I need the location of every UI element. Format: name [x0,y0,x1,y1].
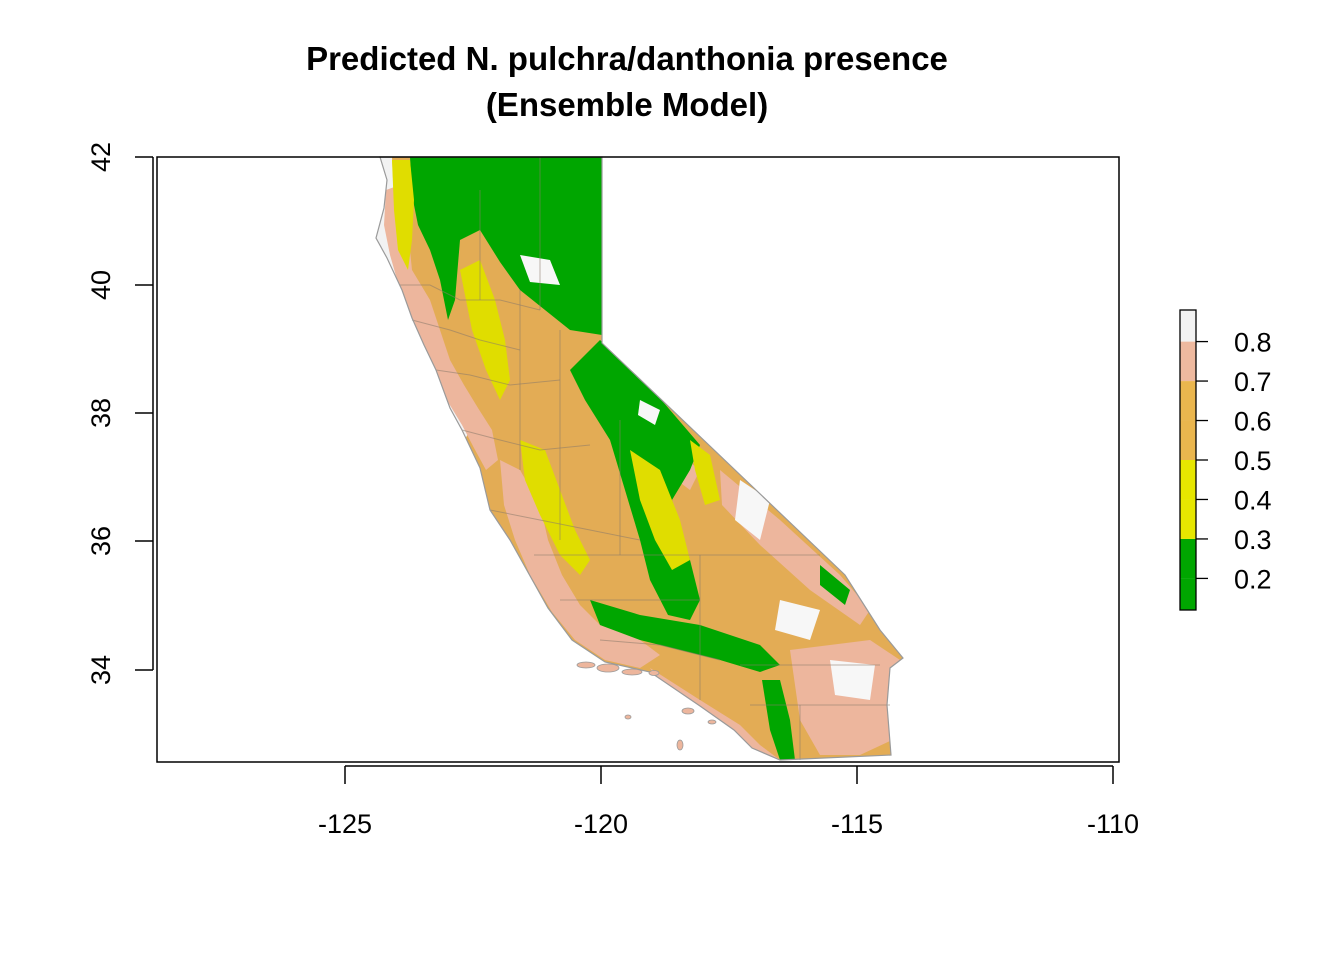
x-tick-label: -120 [574,809,628,839]
plot-frame [156,156,1120,763]
x-tick-label: -125 [318,809,372,839]
legend: 0.8 0.7 0.6 0.5 0.4 0.3 0.2 [1179,309,1272,611]
y-tick-label: 38 [86,398,116,428]
green-north [410,157,602,335]
legend-ticks: 0.8 0.7 0.6 0.5 0.4 0.3 0.2 [1196,328,1272,594]
map-title-line-1: Predicted N. pulchra/danthonia presence [306,40,948,77]
legend-tick-label: 0.7 [1234,367,1272,397]
legend-swatch [1180,341,1196,382]
state-outline [375,156,904,761]
legend-swatch [1180,381,1196,421]
white-desert-patch-3 [830,660,875,700]
y-tick-label: 42 [86,142,116,172]
legend-swatch [1180,460,1196,500]
legend-tick-label: 0.8 [1234,328,1272,358]
pink-south-coast [650,668,780,760]
legend-tick-label: 0.5 [1234,446,1272,476]
yellow-owens [690,440,720,505]
x-tick-label: -110 [1087,809,1139,839]
legend-swatch [1180,538,1196,579]
y-tick-label: 36 [86,526,116,556]
california-prediction-map [375,156,904,761]
legend-swatch [1180,499,1196,539]
pink-coast-north [384,185,498,470]
x-axis: -125 -120 -115 -110 [318,765,1139,839]
legend-tick-label: 0.2 [1234,564,1272,594]
channel-islands [576,661,717,751]
legend-colorbar [1180,310,1196,610]
legend-swatch [1180,578,1196,610]
legend-swatch [1180,310,1196,342]
x-tick-label: -115 [831,809,883,839]
yellow-foothills [630,450,690,570]
yellow-northcoast [392,160,414,270]
yellow-central-coast [520,440,590,575]
y-tick-label: 34 [86,655,116,685]
legend-tick-label: 0.3 [1234,525,1272,555]
yellow-valley-west [460,260,510,400]
y-tick-label: 40 [86,270,116,300]
y-axis: 42 40 38 36 34 [86,142,154,685]
green-peninsular [762,680,795,760]
white-tahoe-patch [638,400,660,425]
legend-tick-label: 0.4 [1234,485,1272,515]
green-desert-ridge [820,565,850,605]
legend-swatch [1180,420,1196,460]
county-boundaries [400,157,890,760]
map-title-line-2: (Ensemble Model) [485,86,769,123]
green-transverse [590,600,780,672]
white-desert-patch-2 [775,600,820,640]
legend-tick-label: 0.6 [1234,407,1272,437]
